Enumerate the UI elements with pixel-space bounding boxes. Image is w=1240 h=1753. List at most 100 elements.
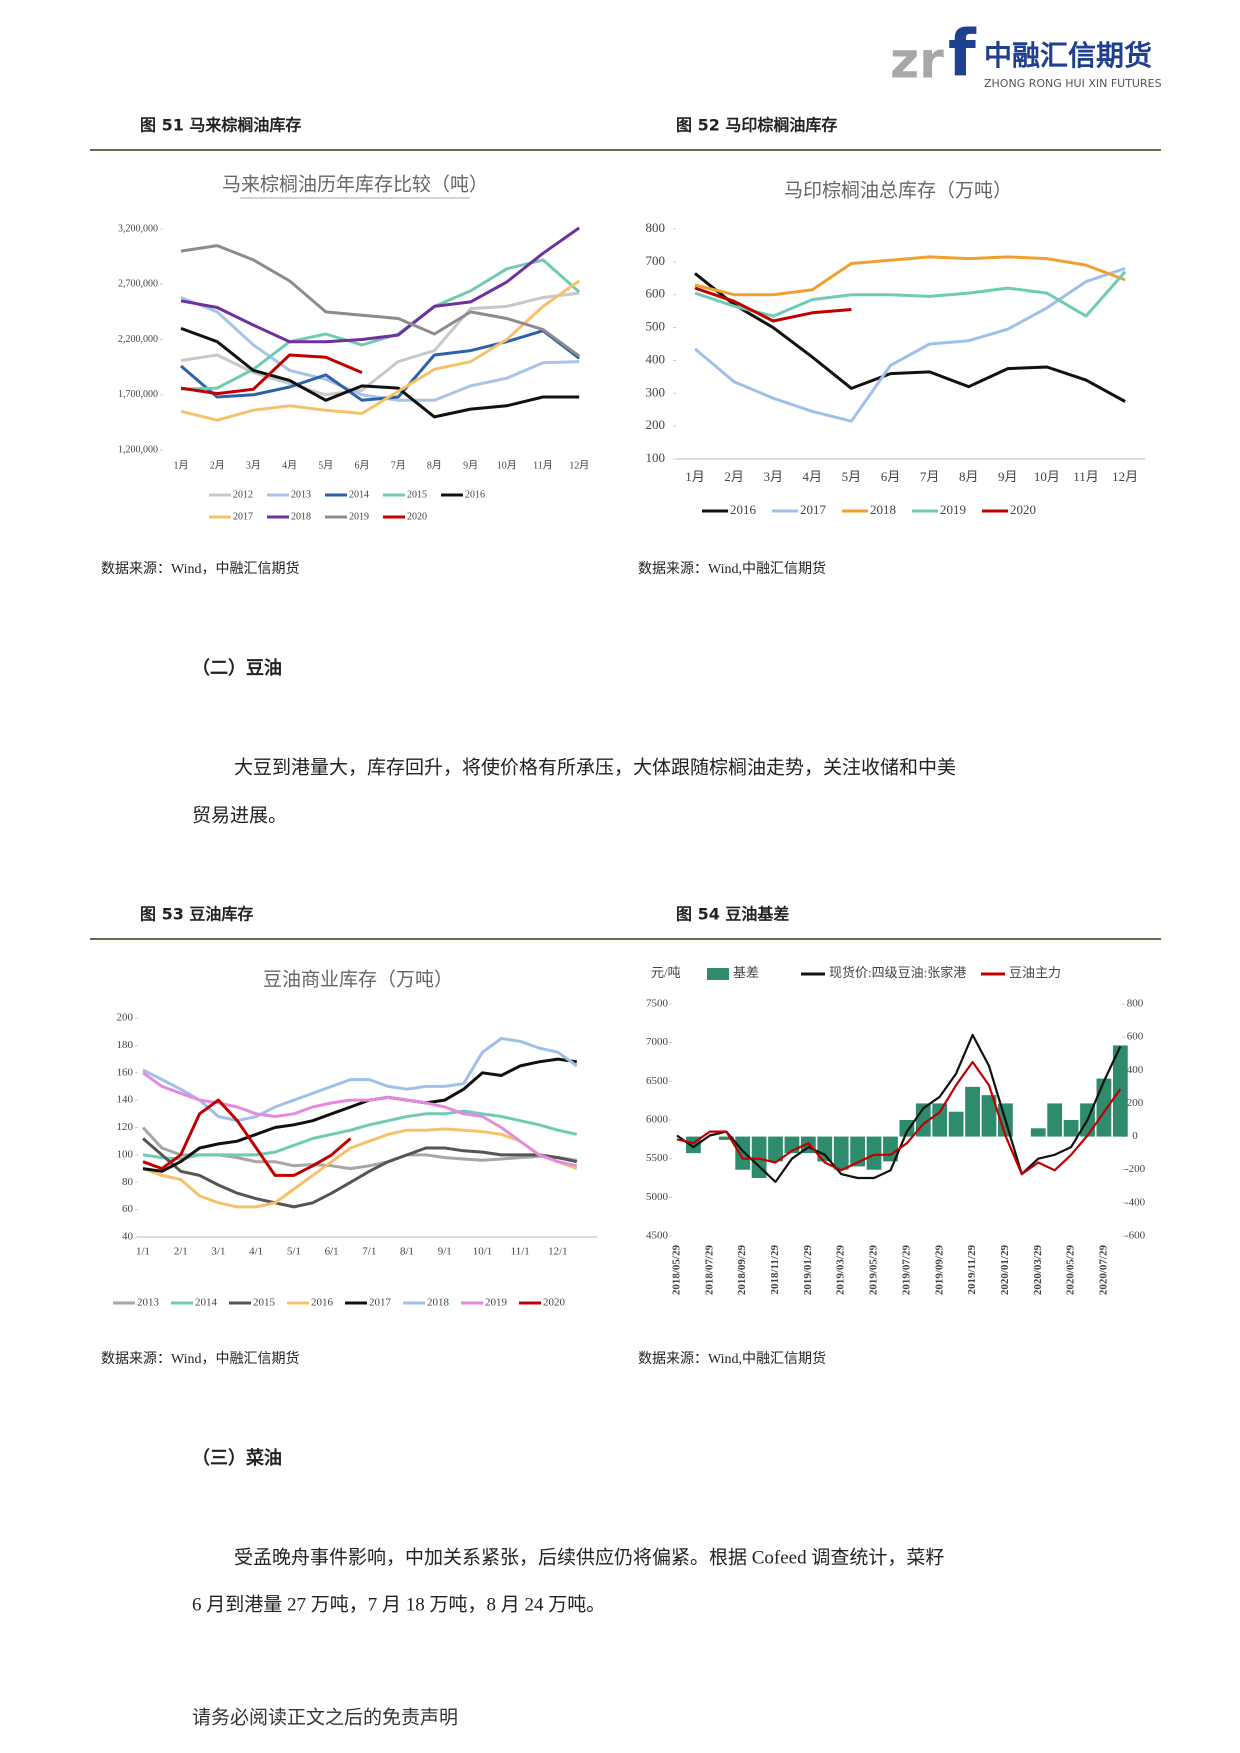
legend-label: 2018	[870, 502, 896, 517]
y-tick-label: 40	[122, 1231, 134, 1243]
x-tick-label: 2018/07/29	[703, 1245, 715, 1296]
bar	[817, 1136, 833, 1162]
x-tick-label: 1月	[174, 459, 189, 471]
series-line	[694, 286, 852, 323]
series-line	[142, 1109, 578, 1161]
y-tick-label: 80	[122, 1176, 134, 1188]
bar	[1030, 1128, 1046, 1137]
y-tick-label: 800	[646, 220, 666, 235]
bar	[1047, 1103, 1063, 1137]
x-tick-label: 11/1	[511, 1246, 530, 1258]
logo-mark: zr	[890, 32, 944, 90]
bar	[866, 1136, 882, 1170]
series-line	[142, 1098, 352, 1177]
series-line	[180, 258, 581, 391]
x-tick-label: 5/1	[287, 1246, 301, 1258]
y-tick-label: 1,700,000	[118, 389, 158, 400]
x-tick-label: 10/1	[473, 1246, 493, 1258]
legend-label: 2016	[311, 1297, 334, 1309]
legend-label: 2019	[349, 511, 369, 522]
x-tick-label: 1/1	[136, 1246, 150, 1258]
bar	[850, 1136, 866, 1167]
x-tick-label: 6/1	[325, 1246, 339, 1258]
paragraph-line: 受孟晚舟事件影响，中加关系紧张，后续供应仍将偏紧。根据 Cofeed 调查统计，…	[234, 1546, 944, 1568]
y-tick-label: 100	[646, 450, 666, 465]
y-tick-label: 6000	[646, 1114, 669, 1126]
legend-label: 2012	[233, 489, 253, 500]
x-tick-label: 4月	[803, 469, 823, 484]
legend-swatch	[707, 968, 729, 980]
legend-label: 2018	[291, 511, 311, 522]
y-tick-label: 500	[646, 319, 666, 334]
x-tick-label: 1月	[685, 469, 705, 484]
y-axis-label: 元/吨	[651, 965, 681, 980]
series-line	[180, 326, 580, 419]
legend-label: 2017	[369, 1297, 392, 1309]
x-tick-label: 3/1	[211, 1246, 225, 1258]
legend-label: 2020	[1010, 502, 1036, 517]
x-tick-label: 2月	[210, 459, 225, 471]
series-line	[180, 244, 581, 358]
bar	[1063, 1120, 1079, 1137]
legend-label: 基差	[733, 965, 759, 980]
y2-tick-label: 600	[1127, 1031, 1144, 1043]
x-tick-label: 2018/11/29	[769, 1245, 781, 1295]
legend-label: 2020	[543, 1297, 566, 1309]
y-tick-label: 6500	[646, 1075, 669, 1087]
series-line	[142, 1037, 578, 1123]
bar	[768, 1136, 783, 1162]
y-tick-label: 100	[117, 1148, 134, 1160]
series-line	[180, 279, 581, 422]
legend-label: 现货价:四级豆油:张家港	[829, 965, 966, 980]
chart-title: 马印棕榈油总库存（万吨）	[784, 179, 1012, 201]
x-tick-label: 9/1	[438, 1246, 452, 1258]
x-tick-label: 2月	[724, 469, 744, 484]
y2-tick-label: -200	[1125, 1163, 1146, 1175]
x-tick-label: 10月	[497, 459, 517, 471]
figure-caption: 图 54 豆油基差	[676, 905, 789, 924]
legend-label: 2015	[253, 1297, 276, 1309]
series-line	[180, 329, 581, 402]
y-tick-label: 200	[646, 417, 666, 432]
series-line	[142, 1057, 578, 1173]
x-tick-label: 2018/09/29	[736, 1245, 748, 1296]
figure-caption: 图 51 马来棕榈油库存	[140, 116, 301, 135]
x-tick-label: 12月	[1112, 469, 1138, 484]
bar	[1112, 1045, 1128, 1137]
legend-label: 2014	[349, 489, 369, 500]
x-tick-label: 7/1	[362, 1246, 376, 1258]
chart-title: 马来棕榈油历年库存比较（吨）	[222, 173, 488, 195]
series-line	[180, 353, 363, 396]
series-line	[180, 226, 581, 344]
section-heading: （二）豆油	[192, 657, 282, 679]
legend-label: 豆油主力	[1009, 965, 1061, 980]
figure-caption: 图 53 豆油库存	[140, 905, 253, 924]
x-tick-label: 4/1	[249, 1246, 263, 1258]
legend-label: 2015	[407, 489, 427, 500]
x-tick-label: 2019/01/29	[802, 1245, 814, 1296]
x-tick-label: 2/1	[174, 1246, 188, 1258]
chart-title: 豆油商业库存（万吨）	[263, 968, 453, 990]
y2-tick-label: 800	[1127, 998, 1144, 1010]
figure-source: 数据来源：Wind,中融汇信期货	[638, 560, 826, 577]
x-tick-label: 2020/01/29	[999, 1245, 1011, 1296]
x-tick-label: 4月	[282, 459, 297, 471]
legend-label: 2020	[407, 511, 427, 522]
legend-label: 2013	[291, 489, 311, 500]
legend-label: 2019	[485, 1297, 508, 1309]
y-tick-label: 120	[117, 1121, 134, 1133]
y-tick-label: 1,200,000	[118, 444, 158, 455]
x-tick-label: 7月	[920, 469, 940, 484]
legend-label: 2013	[137, 1297, 160, 1309]
y2-tick-label: 0	[1132, 1130, 1138, 1142]
x-tick-label: 2019/09/29	[933, 1245, 945, 1296]
x-tick-label: 2018/05/29	[671, 1245, 683, 1296]
y2-tick-label: -400	[1125, 1196, 1146, 1208]
bar	[735, 1136, 751, 1170]
series-line	[142, 1137, 578, 1209]
series-line	[694, 272, 1126, 403]
legend-label: 2016	[730, 502, 757, 517]
figure-caption: 图 52 马印棕榈油库存	[676, 116, 837, 135]
y-tick-label: 140	[117, 1094, 134, 1106]
x-tick-label: 10月	[1034, 469, 1060, 484]
